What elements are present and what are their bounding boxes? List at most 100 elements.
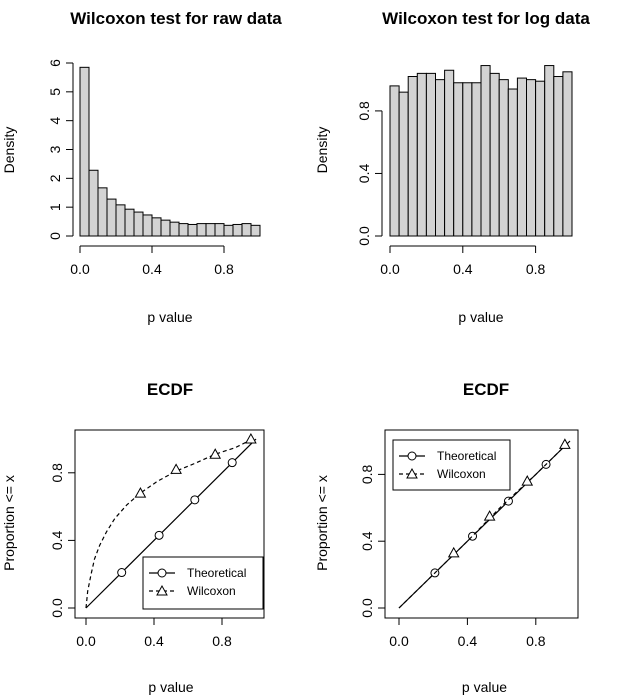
x-axis-label: p value (147, 309, 192, 325)
y-tick-label: 0.0 (359, 598, 375, 618)
legend-marker (157, 568, 167, 578)
histogram-bar (398, 91, 409, 237)
histogram-bar (544, 65, 555, 237)
histogram-bar (407, 76, 418, 237)
histogram-bars (389, 65, 573, 237)
legend: Theoretical Wilcoxon (142, 556, 264, 610)
series-point (117, 568, 127, 578)
histogram-bar (79, 66, 90, 237)
histogram-bar (115, 204, 126, 237)
plot-frame (384, 429, 579, 619)
histogram-bar (389, 85, 400, 237)
histogram-bar (471, 82, 482, 237)
panel-4: ECDF 0.0 0.4 0.8 0.0 0.4 0.8 p value Proportion … (314, 380, 579, 695)
x-tick-label: 0.0 (389, 633, 409, 649)
x-axis-label: p value (462, 679, 507, 695)
y-axis-label: Proportion <= x (314, 475, 330, 571)
chart-title: ECDF (463, 380, 509, 399)
y-tick-label: 0.4 (356, 164, 372, 184)
legend-marker (407, 451, 417, 461)
legend-label: Theoretical (187, 566, 246, 580)
y-axis-label: Proportion <= x (1, 475, 17, 571)
histogram-bar (223, 224, 234, 237)
histogram-bar (480, 65, 491, 237)
y-tick-label: 0.8 (359, 464, 375, 484)
series-point (134, 487, 147, 498)
histogram-bar (241, 223, 252, 237)
histogram-bar (142, 214, 153, 237)
histogram-bar (214, 223, 225, 237)
histogram-bar (444, 69, 455, 237)
legend-label: Theoretical (437, 449, 496, 463)
legend-marker (406, 467, 418, 479)
histogram-bar (553, 76, 564, 237)
series-line (85, 438, 253, 609)
legend-box (392, 439, 511, 491)
series-point (521, 475, 534, 486)
series-point (483, 510, 496, 521)
x-tick-label: 0.8 (526, 633, 546, 649)
panel-3: ECDF 0.0 0.4 0.8 0.0 0.4 0.8 p value Proportion … (1, 380, 265, 695)
y-tick-label: 0.4 (359, 531, 375, 551)
y-tick-label: 0.0 (356, 226, 372, 246)
histogram-bars (79, 66, 261, 237)
chart-title: Wilcoxon test for log data (382, 9, 590, 28)
series-point (245, 432, 257, 444)
histogram-bar (169, 221, 180, 237)
histogram-bar (498, 79, 509, 237)
histogram-bar (416, 72, 427, 237)
panel-2: Wilcoxon test for log data 0.0 0.4 0.8 0.0 0.… (314, 9, 590, 325)
histogram-bar (178, 223, 189, 237)
series-point (170, 463, 182, 474)
chart-title: ECDF (147, 380, 193, 399)
legend: Theoretical Wilcoxon (392, 439, 511, 491)
series-point (154, 530, 164, 540)
x-tick-label: 0.8 (212, 633, 232, 649)
x-tick-label: 0.8 (214, 261, 234, 277)
histogram-bar (232, 223, 243, 237)
histogram-bar (507, 88, 518, 237)
series-point (503, 496, 513, 506)
series-wilcoxon (85, 432, 257, 609)
histogram-bar (133, 211, 144, 237)
x-tick-label: 0.0 (76, 633, 96, 649)
histogram-bar (151, 217, 162, 237)
legend-label: Wilcoxon (187, 584, 236, 598)
x-tick-label: 0.0 (70, 261, 90, 277)
y-tick-label: 6 (47, 59, 63, 67)
y-tick-label: 3 (47, 145, 63, 153)
histogram-bar (106, 198, 117, 237)
x-tick-label: 0.4 (453, 261, 473, 277)
histogram-bar (453, 82, 464, 237)
chart-title: Wilcoxon test for raw data (70, 9, 282, 28)
histogram-bar (462, 82, 473, 237)
y-tick-label: 0.8 (356, 101, 372, 121)
series-point (227, 458, 237, 468)
histogram-bar (562, 71, 573, 237)
y-tick-label: 5 (47, 88, 63, 96)
histogram-bar (250, 224, 261, 237)
x-tick-label: 0.4 (458, 633, 478, 649)
histogram-bar (124, 208, 135, 237)
x-tick-label: 0.4 (142, 261, 162, 277)
histogram-bar (160, 219, 171, 237)
series-point (209, 448, 222, 459)
y-tick-label: 0.0 (49, 598, 65, 618)
series-wilcoxon (398, 438, 571, 609)
histogram-bar (489, 72, 500, 237)
y-tick-label: 0.4 (49, 530, 65, 550)
histogram-bar (196, 223, 207, 237)
histogram-bar (435, 79, 446, 237)
x-tick-label: 0.8 (526, 261, 546, 277)
series-point (447, 546, 460, 558)
plot-frame (74, 429, 265, 619)
legend-box (142, 556, 264, 610)
histogram-bar (205, 223, 216, 237)
series-point (190, 495, 200, 505)
panel-1: Wilcoxon test for raw data 0 1 2 3 4 5 6 0.0 0.4 0… (1, 9, 282, 325)
histogram-bar (535, 80, 546, 237)
y-axis-label: Density (1, 127, 17, 174)
histogram-bar (88, 169, 99, 237)
series-point (559, 438, 571, 449)
